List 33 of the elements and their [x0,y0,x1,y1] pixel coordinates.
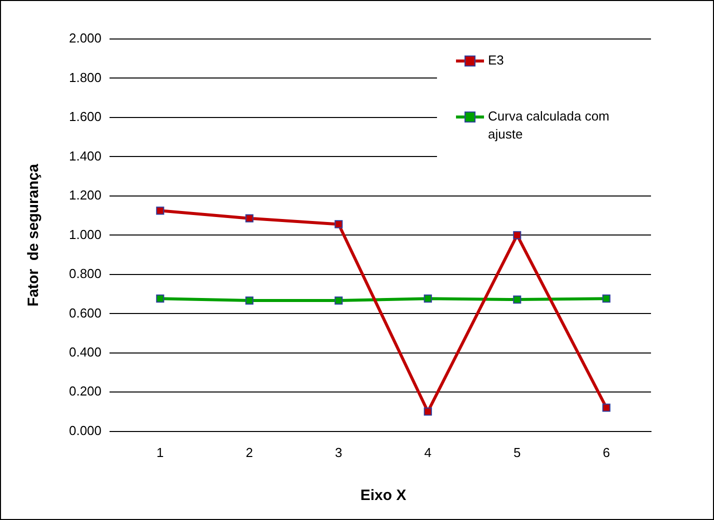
y-tick-label: 1.800 [68,70,102,85]
y-tick-label: 1.000 [68,226,102,242]
x-tick-label: 3 [335,444,342,460]
point [513,231,522,240]
point [156,206,164,215]
y-axis-title: Fator de segurança [25,163,42,306]
x-axis-title: Eixo X [360,487,406,504]
point [156,294,164,303]
y-tick-label: 0.400 [68,344,102,360]
y-tick-label: 1.200 [68,188,102,203]
legend-label: E3 [488,52,504,68]
x-tick-label: 2 [246,444,254,460]
x-tick-label: 4 [424,444,432,460]
y-tick-label: 1.600 [68,109,102,124]
point [245,296,254,305]
x-tick-label: 6 [602,444,610,460]
y-tick-label: 2.000 [68,30,102,46]
y-tick-label: 0.200 [68,384,102,399]
point [513,296,522,304]
point [602,294,610,303]
y-tick-label: 0.800 [68,266,102,282]
point [334,220,343,228]
x-tick-label: 5 [514,444,521,460]
y-tick-label: 1.400 [68,148,102,164]
point [602,404,610,412]
y-tick-label: 0.600 [68,305,102,320]
point [424,294,432,303]
legend-label: Curva calculada com ajuste [488,108,610,142]
y-tick-label: 0.000 [68,422,102,438]
point [424,408,432,416]
x-tick-label: 1 [156,444,164,460]
point [334,296,343,305]
point [245,214,254,222]
